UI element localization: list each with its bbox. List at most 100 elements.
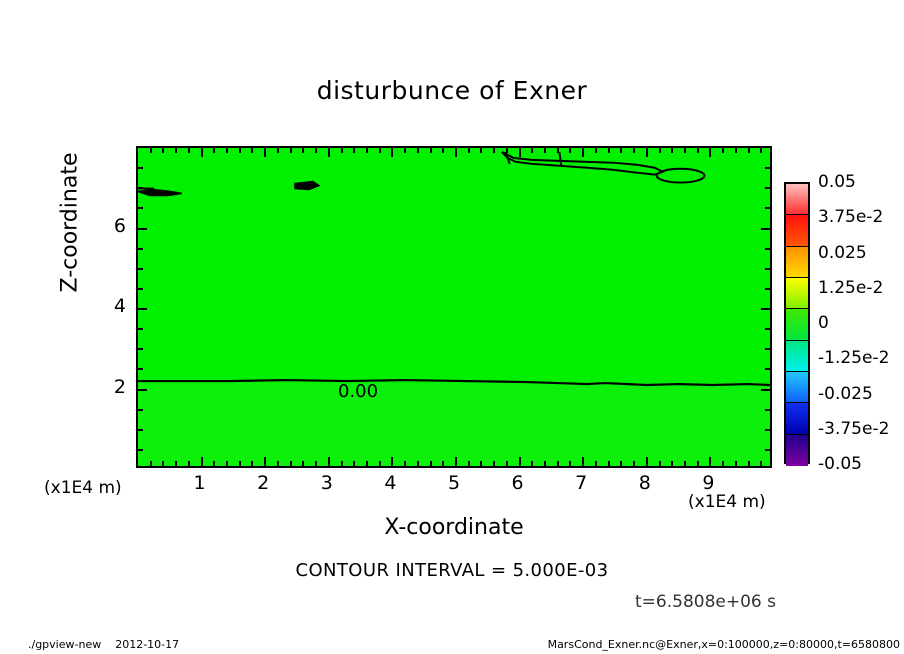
x-axis-tick-label: 9 bbox=[702, 472, 715, 494]
x-axis-tick bbox=[302, 148, 305, 153]
x-axis-tick-label: 5 bbox=[447, 472, 461, 494]
x-axis-title: X-coordinate bbox=[384, 515, 524, 540]
x-axis-tick bbox=[429, 148, 432, 153]
y-axis-tick bbox=[138, 328, 143, 331]
y-axis-tick bbox=[138, 187, 143, 190]
x-axis-tick bbox=[149, 148, 152, 153]
x-axis-tick bbox=[671, 148, 674, 153]
y-axis-tick bbox=[765, 187, 770, 190]
x-axis-tick bbox=[276, 461, 279, 466]
x-axis-tick bbox=[645, 148, 648, 157]
x-axis-tick bbox=[226, 461, 229, 466]
colorbar-band bbox=[786, 340, 808, 372]
x-axis-tick bbox=[200, 148, 203, 157]
x-axis-unit-left: (x1E4 m) bbox=[44, 478, 122, 498]
x-axis-tick bbox=[404, 148, 407, 153]
x-axis-tick bbox=[238, 461, 241, 466]
x-axis-tick bbox=[416, 461, 419, 466]
y-axis-tick bbox=[138, 308, 147, 310]
x-axis-tick bbox=[722, 461, 725, 466]
x-axis-tick-label: 8 bbox=[638, 472, 651, 494]
x-axis-tick bbox=[455, 457, 457, 466]
x-axis-tick bbox=[709, 148, 712, 157]
colorbar-band bbox=[786, 184, 808, 216]
y-axis-tick bbox=[765, 348, 770, 351]
x-axis-tick bbox=[505, 461, 508, 466]
x-axis-tick bbox=[671, 461, 674, 466]
y-axis-tick bbox=[138, 368, 143, 371]
x-axis-tick bbox=[633, 461, 636, 466]
x-axis-tick bbox=[302, 461, 305, 466]
x-axis-tick bbox=[734, 461, 737, 466]
x-axis-tick bbox=[658, 461, 661, 466]
colorbar[interactable] bbox=[784, 182, 810, 466]
colorbar-band bbox=[786, 215, 808, 247]
y-axis-tick-label: 2 bbox=[113, 375, 126, 398]
x-axis-tick bbox=[378, 461, 381, 466]
x-axis-tick bbox=[251, 148, 254, 153]
x-axis-tick bbox=[327, 148, 330, 157]
x-axis-tick bbox=[391, 457, 394, 466]
colorbar-tick-label: -3.75e-2 bbox=[818, 418, 890, 439]
y-axis-tick bbox=[761, 227, 770, 230]
x-axis-tick bbox=[734, 148, 737, 153]
colorbar-tick-label: 3.75e-2 bbox=[818, 207, 884, 228]
x-axis-tick bbox=[340, 461, 343, 466]
footer-source: MarsCond_Exner.nc@Exner,x=0:100000,z=0:8… bbox=[547, 638, 900, 651]
colorbar-tick-label: 0 bbox=[818, 313, 829, 333]
x-axis-tick bbox=[340, 148, 343, 153]
x-axis-tick bbox=[696, 461, 699, 466]
colorbar-band bbox=[786, 278, 808, 310]
contour-field bbox=[138, 148, 770, 466]
x-axis-tick bbox=[175, 461, 178, 466]
colorbar-band bbox=[786, 246, 808, 278]
x-axis-tick bbox=[531, 461, 534, 466]
x-axis-tick bbox=[175, 148, 178, 153]
y-axis-tick bbox=[765, 247, 770, 250]
y-axis-tick bbox=[138, 408, 143, 411]
y-axis-tick bbox=[765, 267, 770, 270]
y-axis-tick bbox=[765, 428, 770, 431]
y-axis-tick bbox=[138, 448, 143, 451]
x-axis-tick bbox=[556, 461, 559, 466]
y-axis-tick bbox=[765, 167, 770, 170]
x-axis-tick bbox=[289, 148, 292, 153]
x-axis-tick bbox=[213, 461, 216, 466]
y-axis-tick bbox=[138, 348, 143, 351]
y-axis-tick bbox=[138, 227, 147, 230]
x-axis-tick bbox=[442, 148, 445, 153]
x-axis-tick bbox=[404, 461, 407, 466]
contour-interval-note: CONTOUR INTERVAL = 5.000E-03 bbox=[295, 560, 609, 581]
x-axis-tick bbox=[187, 148, 190, 153]
x-axis-tick bbox=[582, 148, 585, 157]
x-axis-tick bbox=[251, 461, 254, 466]
x-axis-tick bbox=[378, 148, 381, 153]
x-axis-tick bbox=[493, 148, 496, 153]
x-axis-tick bbox=[315, 148, 318, 153]
x-axis-tick bbox=[429, 461, 432, 466]
x-axis-tick bbox=[582, 457, 585, 466]
x-axis-tick bbox=[289, 461, 292, 466]
x-axis-tick bbox=[442, 461, 445, 466]
time-stamp: t=6.5808e+06 s bbox=[635, 592, 776, 612]
x-axis-tick bbox=[683, 461, 686, 466]
x-axis-tick bbox=[518, 457, 521, 466]
x-axis-tick bbox=[760, 461, 763, 466]
x-axis-unit-right: (x1E4 m) bbox=[688, 492, 766, 512]
x-axis-tick bbox=[747, 461, 750, 466]
y-axis-tick bbox=[765, 408, 770, 411]
y-axis-tick bbox=[138, 167, 143, 170]
x-axis-tick bbox=[722, 148, 725, 153]
contour-plot-area[interactable] bbox=[136, 146, 772, 468]
x-axis-tick bbox=[327, 457, 330, 466]
x-axis-tick bbox=[162, 461, 165, 466]
colorbar-tick-label: -1.25e-2 bbox=[818, 348, 890, 369]
x-axis-tick bbox=[264, 457, 267, 466]
x-axis-tick bbox=[620, 461, 623, 466]
x-axis-tick bbox=[226, 148, 229, 153]
x-axis-tick bbox=[467, 148, 470, 153]
y-axis-tick bbox=[138, 287, 143, 290]
x-axis-tick bbox=[365, 148, 368, 153]
y-axis-tick bbox=[765, 328, 770, 331]
y-axis-tick bbox=[761, 388, 770, 391]
